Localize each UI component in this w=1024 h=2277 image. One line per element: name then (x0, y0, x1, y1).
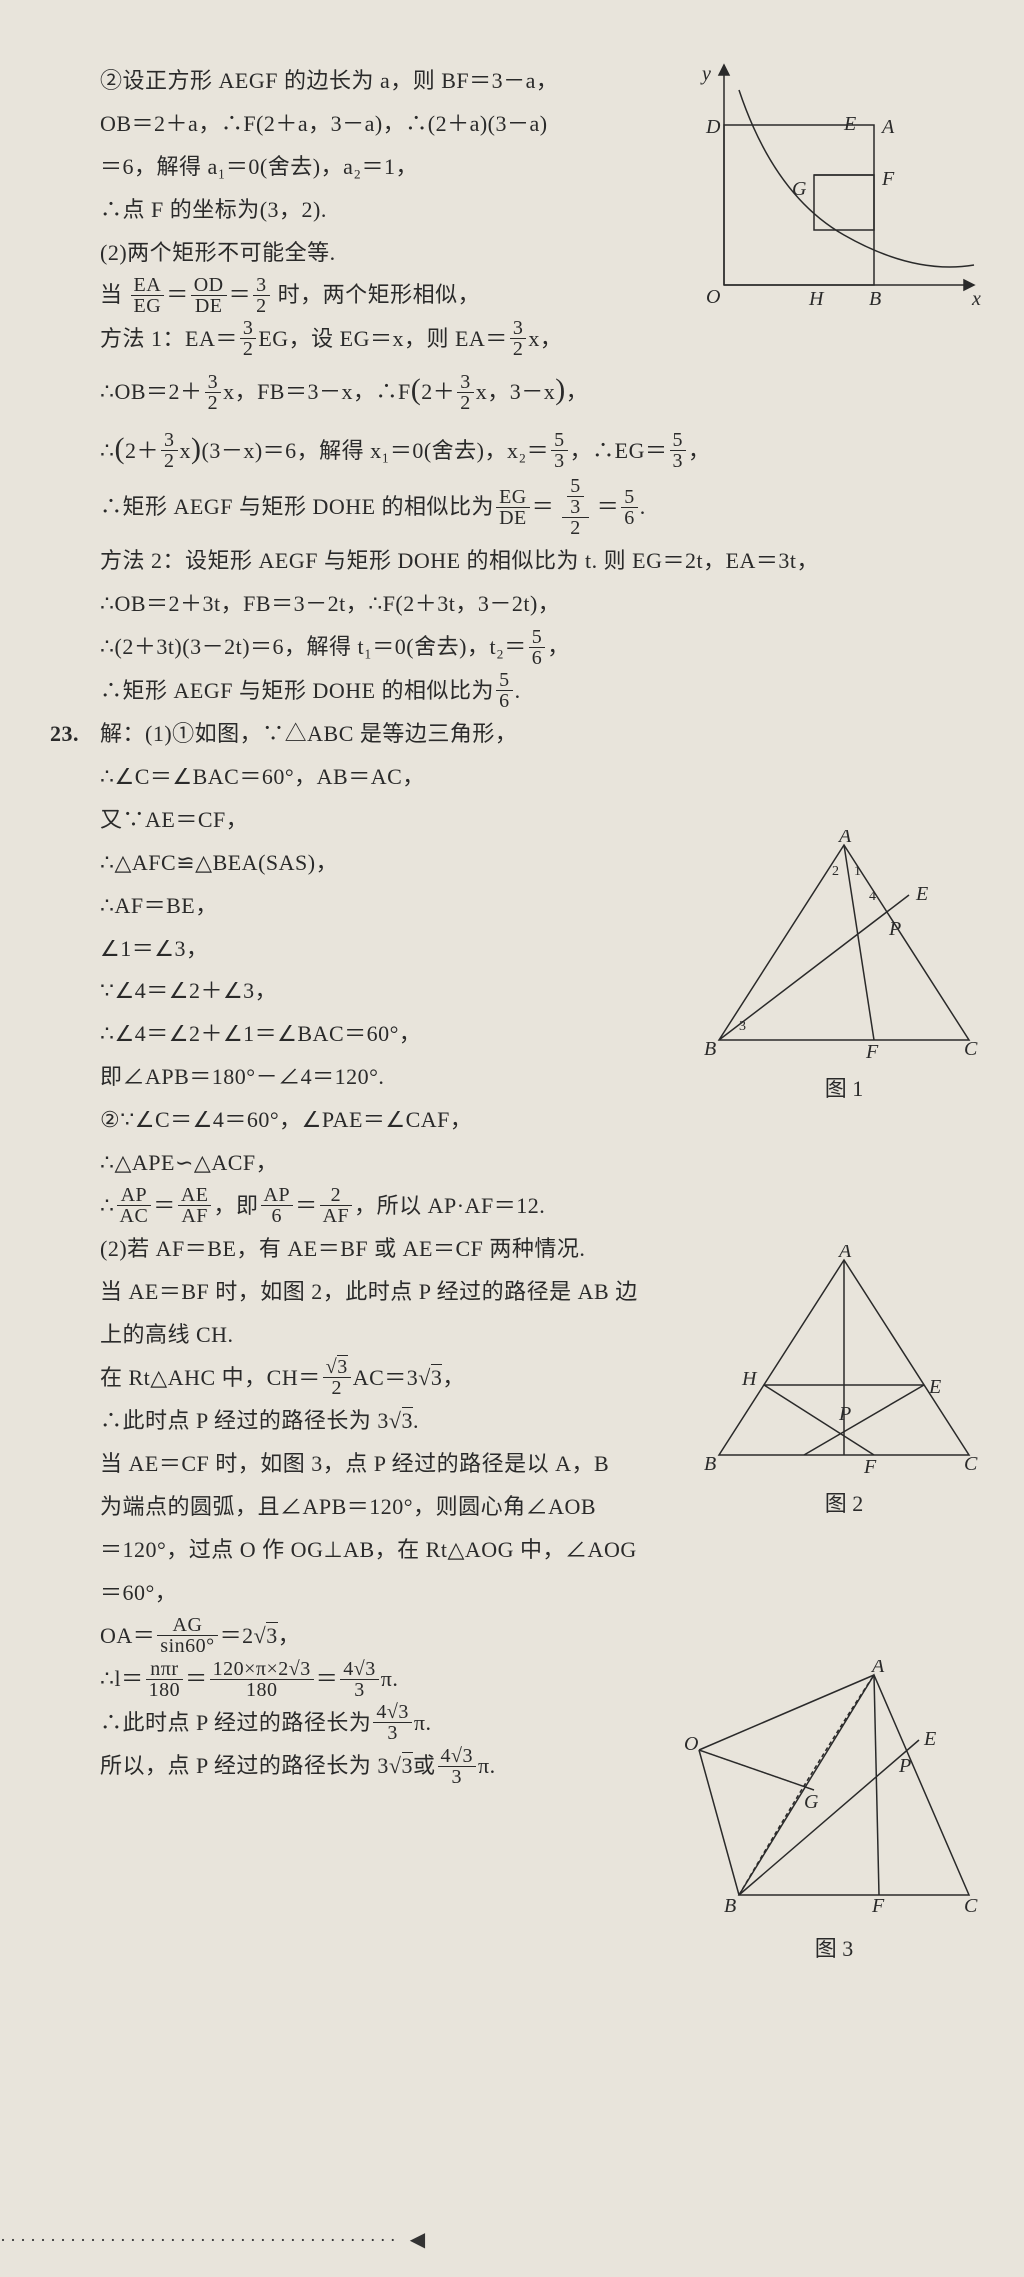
text-line: ②∵∠C＝∠4＝60°，∠PAE＝∠CAF， (100, 1099, 964, 1142)
svg-text:F: F (863, 1456, 877, 1475)
text-line: ∴∠C＝∠BAC＝60°，AB＝AC， (100, 756, 964, 799)
text-line: ∴△APE∽△ACF， (100, 1142, 964, 1185)
svg-text:A: A (837, 1245, 852, 1262)
text-line: ∴(2＋32x)(3－x)＝6，解得 x₁＝0(舍去)，x₂＝53，∴EG＝53… (100, 420, 964, 479)
text-line: ∴OB＝2＋32x，FB＝3－x，∴F(2＋32x，3－x)， (100, 361, 964, 420)
text-line: ＝6，解得 a₁＝0(舍去)，a₂＝1， (100, 146, 680, 189)
svg-text:A: A (880, 116, 895, 138)
text-line: ∴矩形 AEGF 与矩形 DOHE 的相似比为56. (100, 670, 964, 713)
text-line: ②设正方形 AEGF 的边长为 a，则 BF＝3－a， (100, 60, 680, 103)
text-line: 即∠APB＝180°－∠4＝120°. (100, 1056, 964, 1099)
text-line: ∴l＝nπr180＝120×π×2√3180＝4√33π. (100, 1658, 964, 1701)
text-line: 又∵AE＝CF， (100, 799, 964, 842)
text-line: 为端点的圆弧，且∠APB＝120°，则圆心角∠AOB (100, 1486, 660, 1529)
axis-y-label: y (700, 63, 711, 85)
svg-text:G: G (804, 1791, 819, 1813)
axis-x-label: x (971, 288, 981, 310)
text-line: 方法 2：设矩形 AEGF 与矩形 DOHE 的相似比为 t. 则 EG＝2t，… (100, 540, 964, 583)
footer-dots: ········································ (0, 2227, 300, 2247)
svg-text:C: C (964, 1895, 978, 1917)
text-line: ＝120°，过点 O 作 OG⊥AB，在 Rt△AOG 中，∠AOG (100, 1529, 660, 1572)
text-line: 当 AE＝CF 时，如图 3，点 P 经过的路径是以 A，B (100, 1443, 660, 1486)
text-line: OB＝2＋a，∴F(2＋a，3－a)，∴(2＋a)(3－a) (100, 103, 680, 146)
figure-3-caption: 图 3 (684, 1931, 984, 1963)
figure-2-caption: 图 2 (704, 1486, 984, 1518)
text-line: ∴OB＝2＋3t，FB＝3－2t，∴F(2＋3t，3－2t)， (100, 583, 964, 626)
text-line: ∠1＝∠3， (100, 928, 964, 971)
text-line: ∴APAC＝AEAF，即AP6＝2AF，所以 AP·AF＝12. (100, 1185, 964, 1228)
svg-text:F: F (871, 1895, 885, 1917)
text-line: ∴此时点 P 经过的路径长为 3√3. (100, 1400, 964, 1443)
text-line: ∴点 F 的坐标为(3，2). (100, 189, 964, 232)
text-line: 在 Rt△AHC 中，CH＝√32AC＝3√3， (100, 1357, 964, 1400)
svg-text:C: C (964, 1038, 978, 1060)
text-line: ∴△AFC≌△BEA(SAS)， (100, 842, 964, 885)
page: y x O D E A F G H B A B C (0, 0, 1024, 2277)
text-line: ∴矩形 AEGF 与矩形 DOHE 的相似比为EGDE＝ 532 ＝56. (100, 478, 964, 540)
text-line: 23. 解：(1)①如图，∵△ABC 是等边三角形， (100, 713, 660, 756)
text-line: ∵∠4＝∠2＋∠3， (100, 970, 964, 1013)
svg-text:E: E (843, 113, 856, 135)
text-line: ∴此时点 P 经过的路径长为4√33π. (100, 1702, 964, 1745)
text-line: (2)两个矩形不可能全等. (100, 232, 964, 275)
text-line: ∴AF＝BE， (100, 885, 964, 928)
text-line: ∴(2＋3t)(3－2t)＝6，解得 t₁＝0(舍去)，t₂＝56， (100, 626, 964, 669)
text-line: 方法 1：EA＝32EG，设 EG＝x，则 EA＝32x， (100, 318, 964, 361)
text-line: OA＝AGsin60°＝2√3， (100, 1615, 964, 1658)
svg-text:F: F (881, 168, 895, 190)
text-line: 所以，点 P 经过的路径长为 3√3或4√33π. (100, 1745, 964, 1788)
text-line: (2)若 AF＝BE，有 AE＝BF 或 AE＝CF 两种情况. (100, 1228, 680, 1271)
svg-text:B: B (704, 1453, 716, 1475)
svg-text:D: D (705, 116, 721, 138)
text-line: 上的高线 CH. (100, 1314, 964, 1357)
text-line: ∴∠4＝∠2＋∠1＝∠BAC＝60°， (100, 1013, 964, 1056)
text-line: 当 EAEG＝ODDE＝32 时，两个矩形相似， (100, 274, 964, 317)
text-line: 当 AE＝BF 时，如图 2，此时点 P 经过的路径是 AB 边 (100, 1271, 680, 1314)
question-number: 23. (50, 713, 79, 756)
text-line: ＝60°， (100, 1572, 964, 1615)
svg-text:B: B (724, 1895, 736, 1917)
svg-text:C: C (964, 1453, 978, 1475)
